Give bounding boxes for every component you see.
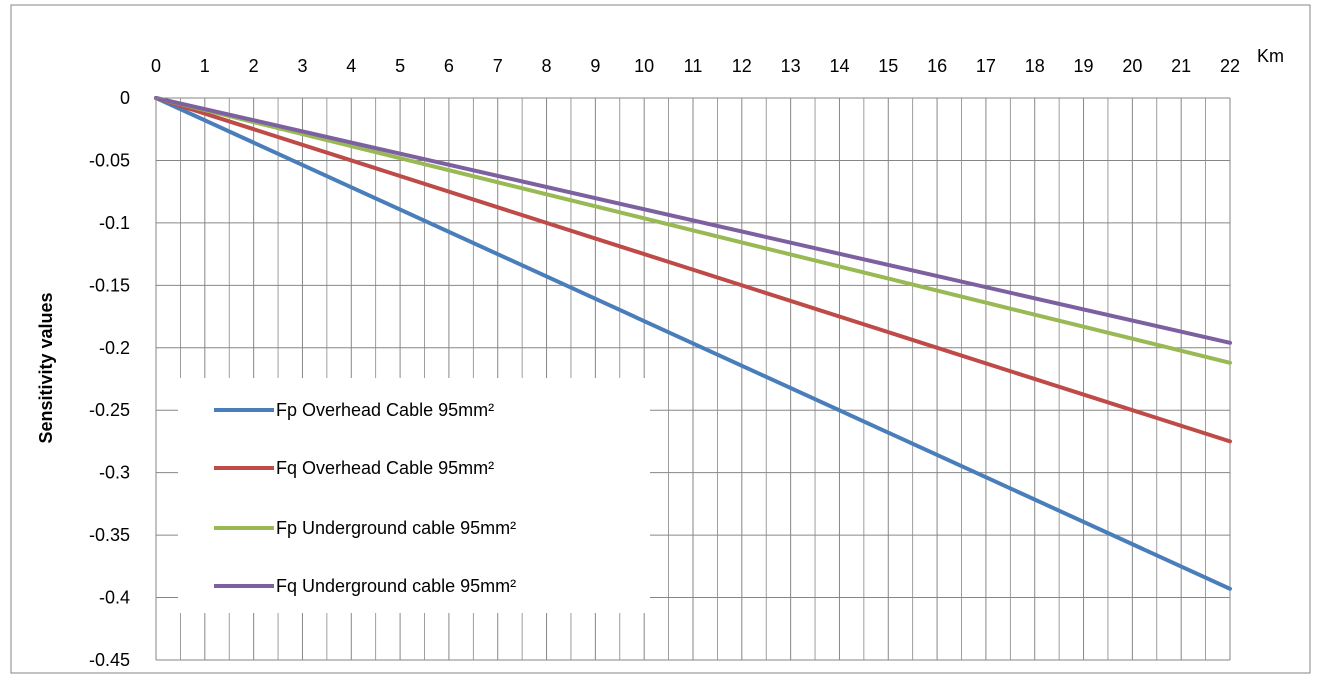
chart-frame: [10, 4, 1311, 674]
y-axis-title: Sensitivity values: [36, 292, 56, 443]
x-tick-label: 5: [395, 56, 405, 76]
legend-item: Fq Underground cable 95mm²: [214, 576, 516, 596]
x-tick-label: 7: [493, 56, 503, 76]
x-tick-label: 21: [1171, 56, 1191, 76]
series-line-4: [154, 96, 1232, 345]
series-line-3: [154, 96, 1232, 365]
x-tick-label: 6: [444, 56, 454, 76]
legend-label: Fp Overhead Cable 95mm²: [276, 400, 494, 420]
x-tick-label: 0: [151, 56, 161, 76]
x-tick-label: 3: [297, 56, 307, 76]
axes: 0 1 2 3 4 5 6 7 8 9 10 11 12 13 14 15 16 17 18 19 20 21 220-0.…: [89, 56, 1240, 670]
y-tick-label: -0.35: [89, 525, 130, 545]
legend-item: Fp Overhead Cable 95mm²: [214, 400, 494, 420]
x-tick-label: 12: [732, 56, 752, 76]
legend-label: Fp Underground cable 95mm²: [276, 518, 516, 538]
y-tick-label: -0.15: [89, 275, 130, 295]
x-tick-label: 22: [1220, 56, 1240, 76]
y-tick-label: -0.4: [99, 588, 130, 608]
legend-box: [178, 378, 650, 613]
series-line-1: [154, 96, 1232, 591]
x-tick-label: 15: [878, 56, 898, 76]
y-tick-label: -0.2: [99, 338, 130, 358]
x-tick-label: 13: [781, 56, 801, 76]
x-unit-label: Km: [1257, 46, 1284, 66]
x-tick-label: 8: [542, 56, 552, 76]
legend-label: Fq Overhead Cable 95mm²: [276, 458, 494, 478]
y-tick-label: -0.45: [89, 650, 130, 670]
x-tick-label: 17: [976, 56, 996, 76]
legend-item: Fp Underground cable 95mm²: [214, 518, 516, 538]
x-tick-label: 14: [829, 56, 849, 76]
legend-item: Fq Overhead Cable 95mm²: [214, 458, 494, 478]
x-tick-label: 9: [590, 56, 600, 76]
legend: Fp Overhead Cable 95mm² Fq Overhead Cable…: [178, 378, 650, 613]
x-tick-label: 1: [200, 56, 210, 76]
x-tick-label: 19: [1074, 56, 1094, 76]
x-tick-label: 4: [346, 56, 356, 76]
x-tick-label: 10: [634, 56, 654, 76]
y-tick-label: -0.1: [99, 213, 130, 233]
series-line-2: [154, 96, 1232, 444]
series-lines: [154, 96, 1232, 591]
x-tick-label: 11: [684, 56, 703, 76]
y-tick-label: -0.05: [89, 150, 130, 170]
y-tick-label: 0: [120, 88, 130, 108]
x-tick-label: 16: [927, 56, 947, 76]
legend-label: Fq Underground cable 95mm²: [276, 576, 516, 596]
x-tick-label: 20: [1122, 56, 1142, 76]
y-tick-label: -0.25: [89, 400, 130, 420]
x-tick-label: 2: [249, 56, 259, 76]
y-tick-label: -0.3: [99, 463, 130, 483]
x-tick-label: 18: [1025, 56, 1045, 76]
